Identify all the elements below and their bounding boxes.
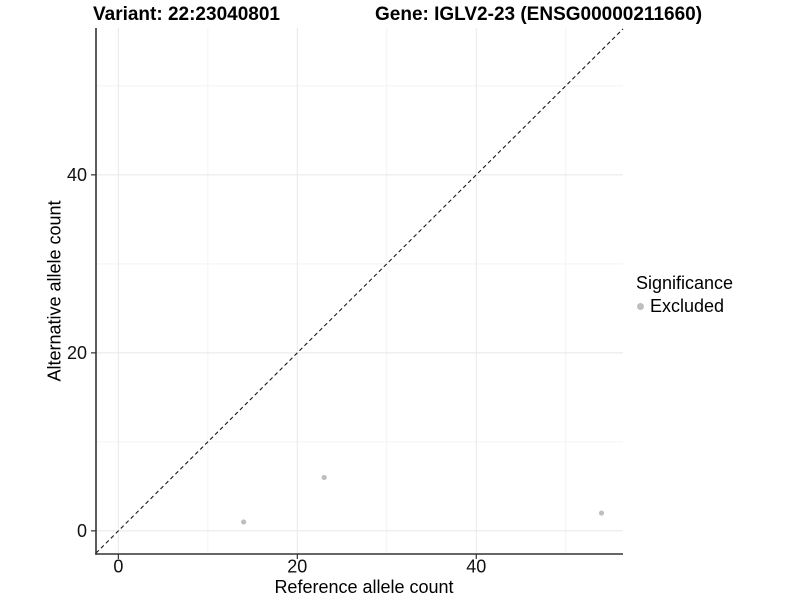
data-point (598, 510, 605, 516)
x-tick-label: 20 (287, 557, 307, 577)
legend-item: Excluded (637, 296, 733, 317)
x-tick-label: 40 (466, 557, 486, 577)
legend-point-icon (637, 303, 644, 310)
y-tick-label: 20 (67, 343, 87, 363)
legend-title: Significance (636, 273, 734, 293)
y-axis-title: Alternative allele count (44, 200, 65, 382)
identity-reference-line (95, 28, 624, 554)
data-point (321, 474, 327, 481)
gene-title: Gene: IGLV2-23 (ENSG00000211660) (375, 4, 703, 25)
variant-title: Variant: 22:23040801 (93, 4, 280, 25)
legend-item-label: Excluded (650, 296, 725, 316)
x-axis-title: Reference allele count (274, 577, 454, 597)
x-tick-label: 0 (113, 557, 123, 577)
y-tick-label: 40 (67, 165, 87, 185)
y-tick-label: 0 (77, 521, 87, 541)
data-point (241, 519, 247, 525)
legend: Significance Excluded (636, 273, 733, 317)
